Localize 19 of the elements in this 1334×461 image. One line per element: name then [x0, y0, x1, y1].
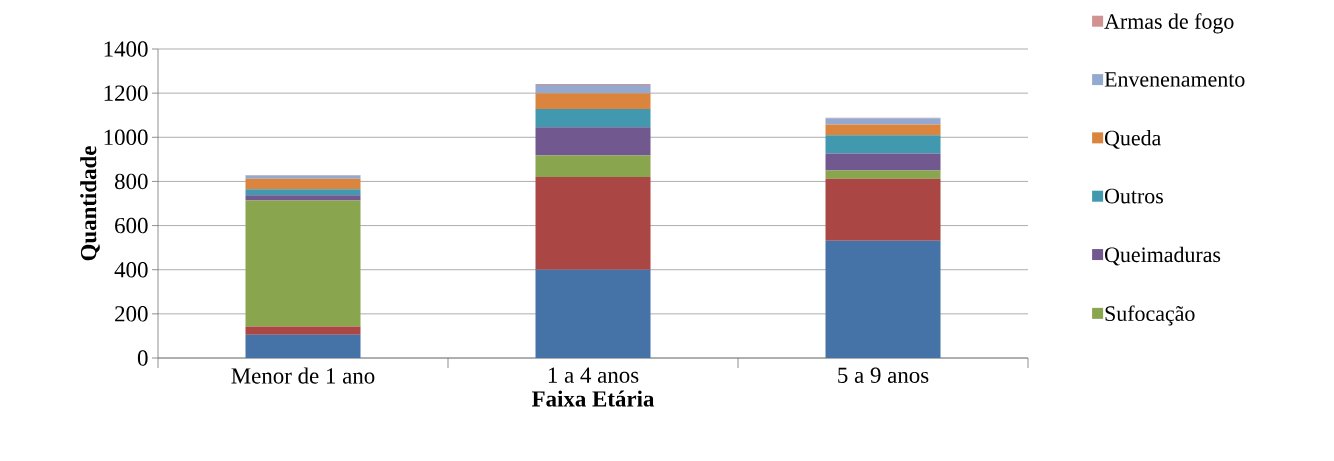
legend-label: Envenenamento: [1104, 72, 1245, 87]
y-tick-label: 1400: [104, 41, 148, 57]
x-axis-title: Faixa Etária: [531, 390, 655, 407]
x-tick-label: 1 a 4 anos: [548, 367, 639, 383]
y-tick-label: 600: [115, 217, 148, 234]
x-tick-label: 5 a 9 anos: [838, 367, 929, 383]
y-tick-label: 800: [114, 173, 148, 190]
legend-label: Queimaduras: [1105, 246, 1221, 266]
y-tick-label: 200: [115, 306, 148, 322]
y-tick-label: 0: [137, 350, 148, 366]
legend-label: Queda: [1105, 130, 1162, 149]
y-axis-title: Quantidade: [80, 146, 100, 261]
y-tick-label: 1000: [104, 129, 148, 146]
legend-label: Armas de fogo: [1104, 13, 1234, 34]
y-tick-label: 1200: [104, 85, 148, 101]
legend-label: Sufocação: [1105, 305, 1195, 326]
legend-label: Outros: [1105, 188, 1163, 204]
y-tick-label: 400: [114, 261, 148, 278]
x-tick-label: Menor de 1 ano: [231, 367, 375, 384]
